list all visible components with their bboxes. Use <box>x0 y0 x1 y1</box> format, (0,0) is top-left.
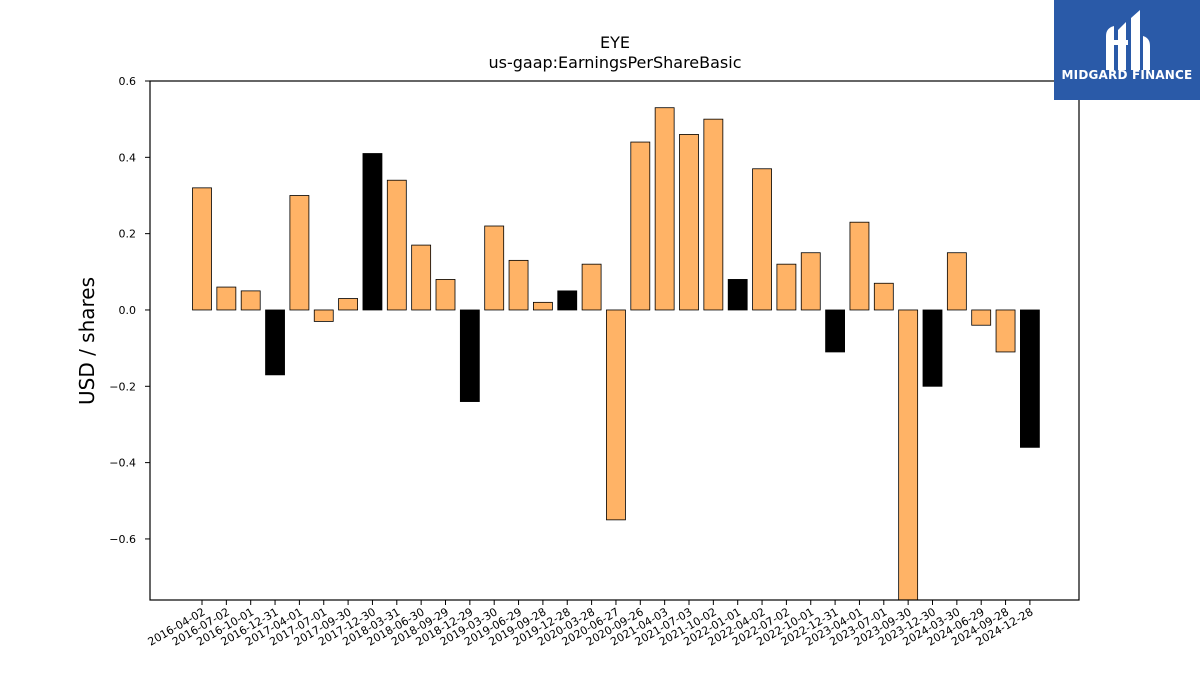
chart-subtitle: us-gaap:EarningsPerShareBasic <box>488 53 741 72</box>
bar-2019-12-28 <box>557 290 578 311</box>
bar-2024-09-28 <box>995 309 1016 353</box>
y-tick-label: 0.2 <box>119 228 137 241</box>
bar-2018-06-30 <box>411 244 432 311</box>
bar-2021-04-03 <box>654 107 675 311</box>
bar-2016-10-01 <box>240 290 261 311</box>
bar-2019-03-30 <box>484 225 505 311</box>
bar-2020-03-28 <box>581 263 602 311</box>
bar-2020-09-26 <box>630 141 651 311</box>
y-tick-label: −0.6 <box>109 533 136 546</box>
bar-2018-12-29 <box>459 309 480 402</box>
y-tick-label: −0.4 <box>109 457 136 470</box>
bar-2022-04-02 <box>752 168 772 311</box>
plot-frame <box>149 80 1080 601</box>
bar-2023-07-01 <box>873 282 894 311</box>
bar-2016-04-02 <box>192 187 212 311</box>
bar-2021-10-02 <box>703 118 724 311</box>
bar-2018-09-29 <box>435 279 456 311</box>
bar-2021-07-03 <box>679 134 699 311</box>
bar-2023-09-30 <box>898 309 919 601</box>
bars-group <box>192 107 1040 601</box>
bar-2019-06-29 <box>508 259 529 311</box>
bar-2023-12-30 <box>922 309 943 387</box>
bar-2020-06-27 <box>606 309 626 521</box>
bar-2016-12-31 <box>265 309 285 376</box>
bar-2024-06-29 <box>971 309 992 326</box>
y-tick-label: 0.6 <box>119 75 137 88</box>
bar-2022-10-01 <box>800 252 821 311</box>
bar-2019-09-28 <box>533 301 553 311</box>
y-axis-label: USD / shares <box>75 277 99 405</box>
bar-2022-07-02 <box>776 263 797 311</box>
chart-title: EYE <box>600 33 630 52</box>
y-tick-label: −0.2 <box>109 380 136 393</box>
brand-name: MIDGARD FINANCE <box>1061 68 1193 82</box>
bar-2022-01-01 <box>727 279 748 311</box>
brand-logo: MIDGARD FINANCE <box>1054 0 1200 100</box>
bar-2017-12-30 <box>362 153 383 311</box>
y-tick-label: 0.0 <box>119 304 137 317</box>
bar-2018-03-31 <box>386 179 407 311</box>
x-ticks-group: 2016-04-022016-07-022016-10-012016-12-31… <box>146 600 1035 649</box>
y-tick-label: 0.4 <box>119 151 137 164</box>
bar-2022-12-31 <box>825 309 845 353</box>
bar-2017-09-30 <box>338 298 359 311</box>
bar-2023-04-01 <box>849 221 870 311</box>
bar-2024-12-28 <box>1020 309 1040 448</box>
midgard-logo-icon <box>1106 10 1150 70</box>
bar-2024-03-30 <box>946 252 967 311</box>
bar-2017-04-01 <box>289 195 310 311</box>
bar-2017-07-01 <box>313 309 334 322</box>
y-ticks-group: 0.6 0.4 0.2 0.0 −0.2 −0.4 −0.6 <box>109 75 150 546</box>
bar-2016-07-02 <box>216 286 237 311</box>
